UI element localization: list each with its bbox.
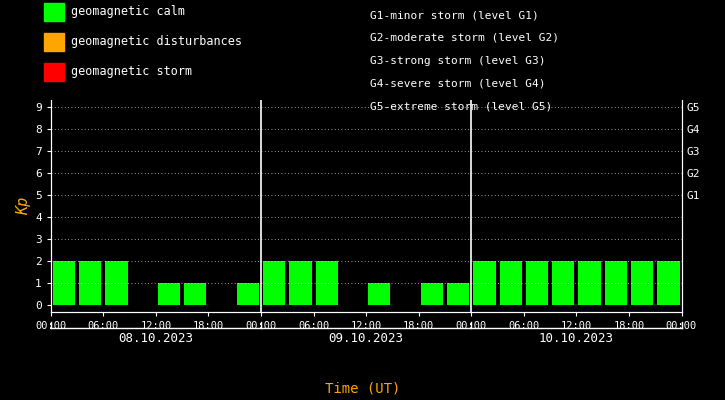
Bar <box>368 283 391 305</box>
Bar <box>158 283 181 305</box>
Text: geomagnetic calm: geomagnetic calm <box>71 6 185 18</box>
Bar <box>552 261 574 305</box>
Bar <box>447 283 469 305</box>
Bar <box>420 283 443 305</box>
Bar <box>526 261 548 305</box>
Text: geomagnetic disturbances: geomagnetic disturbances <box>71 36 242 48</box>
Bar <box>289 261 312 305</box>
Text: G1-minor storm (level G1): G1-minor storm (level G1) <box>370 10 539 20</box>
Bar <box>605 261 627 305</box>
Bar <box>473 261 496 305</box>
Text: 09.10.2023: 09.10.2023 <box>328 332 404 345</box>
Bar <box>184 283 207 305</box>
Bar <box>105 261 128 305</box>
Bar <box>263 261 286 305</box>
Text: Time (UT): Time (UT) <box>325 382 400 396</box>
Bar <box>53 261 75 305</box>
Bar <box>500 261 522 305</box>
Text: 10.10.2023: 10.10.2023 <box>539 332 614 345</box>
Bar <box>315 261 338 305</box>
Text: G3-strong storm (level G3): G3-strong storm (level G3) <box>370 56 545 66</box>
Bar <box>236 283 259 305</box>
Text: G2-moderate storm (level G2): G2-moderate storm (level G2) <box>370 33 559 43</box>
Text: G5-extreme storm (level G5): G5-extreme storm (level G5) <box>370 101 552 111</box>
Bar <box>579 261 601 305</box>
Text: 08.10.2023: 08.10.2023 <box>118 332 194 345</box>
Bar <box>657 261 679 305</box>
Bar <box>631 261 653 305</box>
Text: G4-severe storm (level G4): G4-severe storm (level G4) <box>370 78 545 88</box>
Text: geomagnetic storm: geomagnetic storm <box>71 66 192 78</box>
Y-axis label: Kp: Kp <box>16 197 30 215</box>
Bar <box>79 261 102 305</box>
